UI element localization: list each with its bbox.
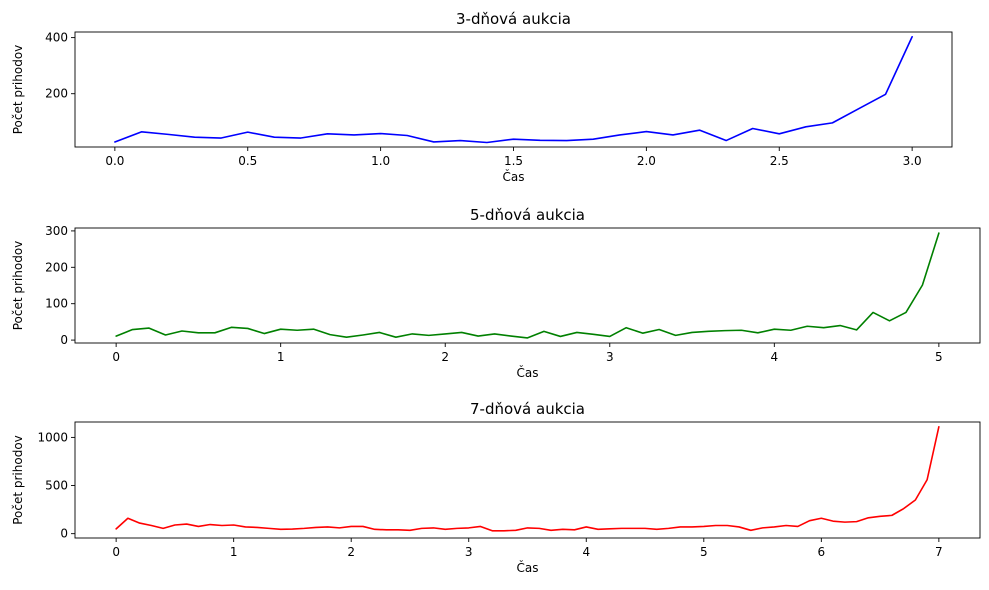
x-tick-label: 2: [441, 350, 449, 364]
x-tick-label: 0.5: [238, 154, 257, 168]
x-tick-label: 1.0: [371, 154, 390, 168]
chart-title: 7-dňová aukcia: [470, 400, 585, 418]
plot-frame: [74, 421, 981, 539]
series-line: [114, 35, 913, 144]
y-axis-label: Počet prihodov: [11, 241, 25, 331]
x-tick-label: 5: [700, 545, 708, 559]
x-tick-label: 1.5: [504, 154, 523, 168]
x-tick-label: 5: [935, 350, 943, 364]
x-tick-label: 7: [935, 545, 943, 559]
plot-frame: [74, 227, 981, 344]
y-tick-label: 0: [60, 333, 68, 347]
x-tick-label: 0.0: [105, 154, 124, 168]
y-tick-label: 1000: [37, 430, 68, 444]
y-axis-label: Počet prihodov: [11, 435, 25, 525]
subplot-3-day: 3-dňová aukcia 0.0 0.5 1.0 1.5 2.0 2.5 3.0 200 40…: [11, 10, 953, 184]
x-tick-label: 2.5: [770, 154, 789, 168]
x-tick-label: 3.0: [903, 154, 922, 168]
y-tick-label: 200: [45, 260, 68, 274]
y-tick-label: 200: [45, 87, 68, 101]
y-axis-label: Počet prihodov: [11, 45, 25, 135]
chart-title: 5-dňová aukcia: [470, 206, 585, 224]
y-tick-label: 100: [45, 297, 68, 311]
x-tick-label: 4: [582, 545, 590, 559]
x-tick-label: 3: [465, 545, 473, 559]
x-tick-label: 1: [230, 545, 238, 559]
subplot-5-day: 5-dňová aukcia 0 1 2 3 4 5 0 100 200 300 Čas Počet p…: [11, 206, 981, 380]
x-tick-label: 2.0: [637, 154, 656, 168]
series-line: [115, 426, 940, 532]
y-tick-label: 500: [45, 479, 68, 493]
x-tick-label: 0: [112, 545, 120, 559]
x-tick-label: 3: [606, 350, 614, 364]
y-tick-label: 300: [45, 224, 68, 238]
x-tick-label: 2: [347, 545, 355, 559]
x-axis-label: Čas: [517, 560, 539, 575]
plot-frame: [74, 31, 953, 148]
y-tick-label: 400: [45, 31, 68, 45]
chart-title: 3-dňová aukcia: [456, 10, 571, 28]
x-tick-label: 1: [277, 350, 285, 364]
subplot-7-day: 7-dňová aukcia 0 1 2 3 4 5 6 7 0 500 1000 Čas Počet p…: [11, 400, 981, 575]
x-tick-label: 0: [112, 350, 120, 364]
y-tick-label: 0: [60, 527, 68, 541]
x-axis-label: Čas: [517, 365, 539, 380]
x-tick-label: 4: [770, 350, 778, 364]
x-tick-label: 6: [818, 545, 826, 559]
series-line: [115, 232, 940, 339]
x-axis-label: Čas: [503, 169, 525, 184]
